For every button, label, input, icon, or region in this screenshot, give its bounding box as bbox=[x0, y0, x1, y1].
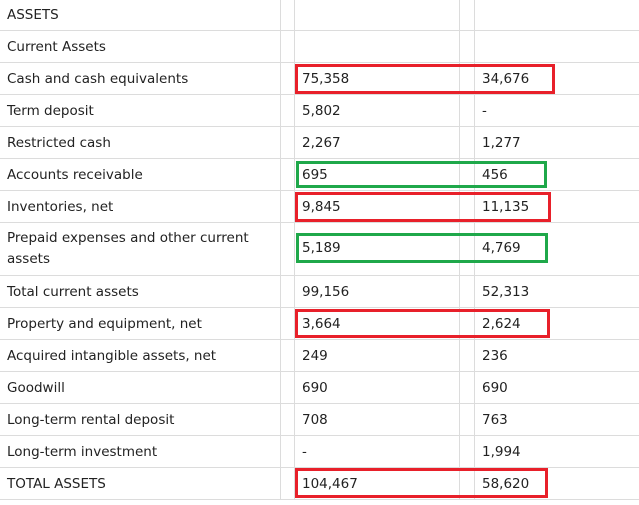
row-label-total-current-assets: Total current assets bbox=[7, 284, 139, 300]
cell-value: 690 bbox=[482, 380, 508, 396]
red-highlight-box bbox=[295, 64, 555, 94]
cell-value: 11,135 bbox=[482, 199, 530, 215]
row-label-intangible-assets: Acquired intangible assets, net bbox=[7, 348, 217, 364]
green-highlight-box bbox=[296, 161, 547, 188]
grid-line bbox=[0, 62, 639, 63]
row-label-assets: ASSETS bbox=[7, 7, 59, 23]
cell-value: 763 bbox=[482, 412, 508, 428]
grid-line bbox=[459, 0, 460, 500]
cell-value: 9,845 bbox=[302, 199, 341, 215]
cell-value: 2,624 bbox=[482, 316, 521, 332]
row-label-accounts-receivable: Accounts receivable bbox=[7, 167, 143, 183]
row-label-restricted-cash: Restricted cash bbox=[7, 135, 111, 151]
grid-line bbox=[0, 30, 639, 31]
grid-line bbox=[280, 0, 281, 500]
grid-line bbox=[0, 94, 639, 95]
grid-line bbox=[0, 275, 639, 276]
cell-value: 5,802 bbox=[302, 103, 341, 119]
cell-value: 1,277 bbox=[482, 135, 521, 151]
row-label-long-term-investment: Long-term investment bbox=[7, 444, 158, 460]
row-label-total-assets: TOTAL ASSETS bbox=[7, 476, 106, 492]
cell-value: 1,994 bbox=[482, 444, 521, 460]
row-label-inventories: Inventories, net bbox=[7, 199, 114, 215]
grid-line bbox=[0, 435, 639, 436]
cell-value: 99,156 bbox=[302, 284, 350, 300]
red-highlight-box bbox=[295, 192, 551, 222]
red-highlight-box bbox=[295, 468, 548, 498]
cell-value: 456 bbox=[482, 167, 508, 183]
cell-value: 3,664 bbox=[302, 316, 341, 332]
row-label-rental-deposit: Long-term rental deposit bbox=[7, 412, 175, 428]
cell-value: - bbox=[482, 103, 487, 119]
cell-value: 690 bbox=[302, 380, 328, 396]
grid-line bbox=[0, 371, 639, 372]
grid-line bbox=[0, 222, 639, 223]
grid-line bbox=[0, 467, 639, 468]
cell-value: 236 bbox=[482, 348, 508, 364]
green-highlight-box bbox=[296, 233, 548, 263]
grid-line bbox=[474, 0, 475, 500]
cell-value: - bbox=[302, 444, 307, 460]
grid-line bbox=[0, 339, 639, 340]
grid-line bbox=[294, 0, 295, 500]
grid-line bbox=[0, 126, 639, 127]
grid-line bbox=[0, 307, 639, 308]
grid-line bbox=[0, 190, 639, 191]
cell-value: 5,189 bbox=[302, 240, 341, 256]
row-label-current-assets: Current Assets bbox=[7, 39, 106, 55]
cell-value: 4,769 bbox=[482, 240, 521, 256]
cell-value: 708 bbox=[302, 412, 328, 428]
cell-value: 695 bbox=[302, 167, 328, 183]
row-label-prepaid-expenses: Prepaid expenses and other current asset… bbox=[7, 230, 249, 267]
cell-value: 34,676 bbox=[482, 71, 530, 87]
cell-value: 249 bbox=[302, 348, 328, 364]
row-label-property-equipment: Property and equipment, net bbox=[7, 316, 202, 332]
grid-line bbox=[0, 499, 639, 500]
cell-value: 52,313 bbox=[482, 284, 530, 300]
grid-line bbox=[0, 403, 639, 404]
cell-value: 104,467 bbox=[302, 476, 358, 492]
cell-value: 58,620 bbox=[482, 476, 530, 492]
row-label-goodwill: Goodwill bbox=[7, 380, 65, 396]
row-label-term-deposit: Term deposit bbox=[7, 103, 94, 119]
red-highlight-box bbox=[295, 309, 550, 338]
cell-value: 2,267 bbox=[302, 135, 341, 151]
grid-line bbox=[0, 158, 639, 159]
row-label-cash: Cash and cash equivalents bbox=[7, 71, 189, 87]
cell-value: 75,358 bbox=[302, 71, 350, 87]
